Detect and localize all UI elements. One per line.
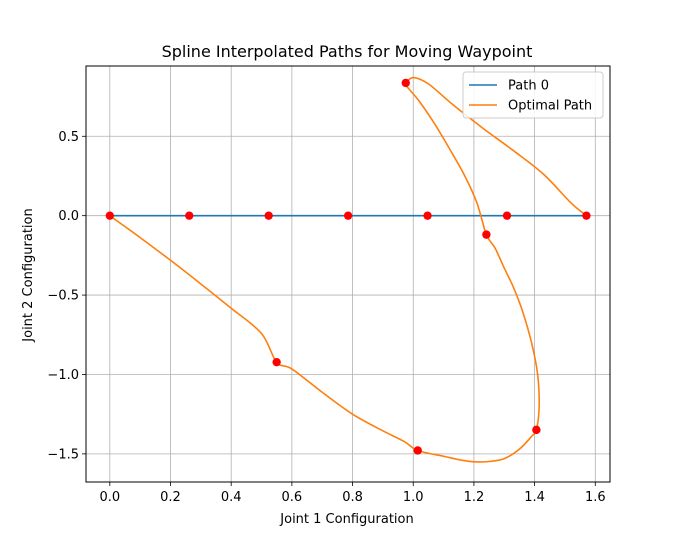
- legend-label: Optimal Path: [508, 99, 592, 114]
- legend: Path 0 Optimal Path: [462, 71, 604, 119]
- waypoint-marker: [264, 211, 273, 220]
- waypoint-marker: [343, 211, 353, 220]
- x-tick-label: 1.4: [524, 490, 545, 505]
- y-tick-label: −0.5: [47, 289, 79, 304]
- x-tick-label: 1.0: [403, 490, 424, 505]
- x-tick-label: 0.6: [282, 490, 303, 505]
- waypoint-marker: [401, 78, 410, 88]
- waypoint-marker: [482, 230, 491, 239]
- legend-label: Path 0: [508, 79, 549, 94]
- x-tick-label: 0.2: [160, 490, 181, 505]
- y-axis: −1.5 −1.0 −0.5 0.0 0.5: [47, 130, 86, 462]
- chart-title: Spline Interpolated Paths for Moving Way…: [162, 42, 533, 61]
- plot-area: [105, 76, 591, 463]
- series-line-optimal-path: [109, 76, 587, 463]
- x-axis-label: Joint 1 Configuration: [279, 512, 413, 527]
- waypoint-marker: [502, 211, 512, 220]
- y-axis-label: Joint 2 Configuration: [21, 208, 36, 342]
- x-tick-label: 1.2: [464, 490, 485, 505]
- grid: [86, 66, 610, 482]
- waypoint-marker: [105, 211, 115, 220]
- x-axis: 0.0 0.2 0.4 0.6 0.8 1.0 1.2 1.4 1.6: [99, 482, 606, 505]
- waypoint-marker: [272, 357, 281, 367]
- waypoint-marker: [423, 211, 432, 220]
- y-tick-label: 0.5: [58, 130, 79, 145]
- waypoint-marker: [413, 446, 422, 455]
- x-tick-label: 0.4: [221, 490, 242, 505]
- waypoint-marker: [532, 425, 541, 435]
- y-tick-label: −1.0: [47, 368, 79, 383]
- y-tick-label: 0.0: [58, 209, 79, 224]
- x-tick-label: 0.8: [342, 490, 363, 505]
- axes-frame: [85, 65, 611, 483]
- x-tick-label: 0.0: [99, 490, 120, 505]
- legend-box: [462, 71, 604, 119]
- waypoint-marker: [582, 211, 591, 220]
- waypoint-marker: [185, 211, 194, 220]
- y-tick-label: −1.5: [47, 447, 79, 462]
- x-tick-label: 1.6: [585, 490, 606, 505]
